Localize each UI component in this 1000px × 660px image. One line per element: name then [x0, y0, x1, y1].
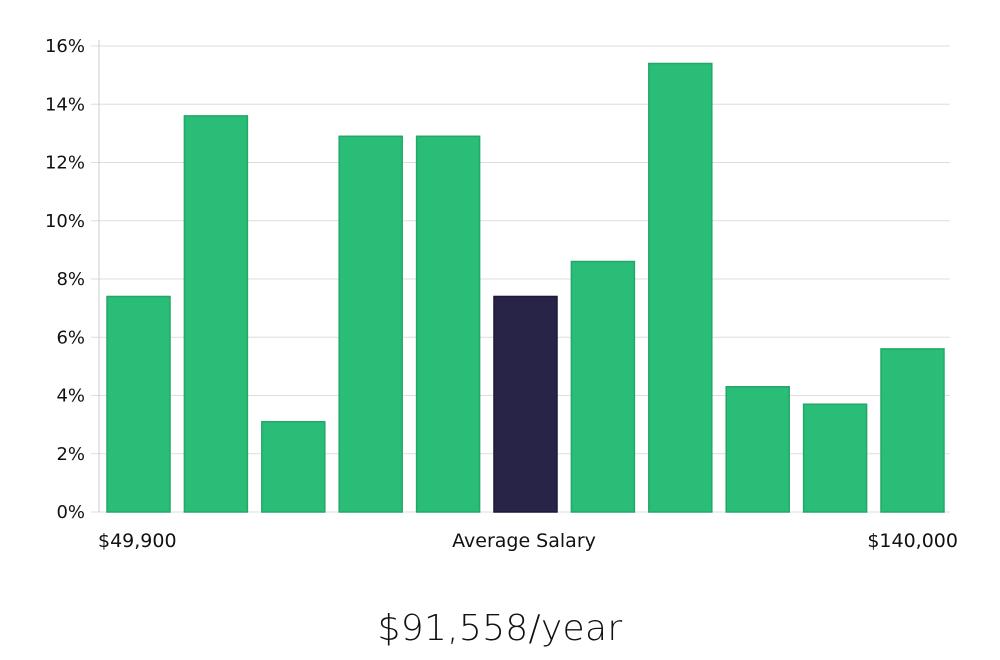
bar [106, 295, 171, 513]
bar [802, 403, 868, 513]
y-tick-label: 16% [45, 36, 85, 57]
bar [880, 348, 945, 513]
bar [183, 115, 249, 513]
bars [106, 62, 945, 513]
bar [725, 386, 790, 513]
x-label-average-salary: Average Salary [452, 530, 596, 552]
bar [261, 420, 326, 513]
y-tick-label: 14% [45, 94, 85, 115]
y-tick-label: 12% [45, 153, 85, 174]
x-label-max: $140,000 [867, 530, 958, 552]
y-tick-label: 2% [56, 444, 85, 465]
x-label-min: $49,900 [98, 530, 177, 552]
y-tick-label: 10% [45, 211, 85, 232]
bar [415, 135, 481, 513]
y-tick-label: 4% [56, 386, 85, 407]
average-salary-value: $91,558/year [377, 608, 623, 649]
salary-histogram-chart: 0% 2% 4% 6% 8% 10% 12% 14% 16% $49,900 Average S… [45, 36, 958, 552]
bar [648, 62, 713, 513]
bar [338, 135, 403, 513]
y-tick-label: 8% [56, 269, 85, 290]
y-tick-label: 6% [56, 327, 85, 348]
bar [570, 260, 636, 513]
y-tick-label: 0% [56, 502, 85, 523]
bar-average-salary [493, 295, 558, 513]
y-axis-ticks: 0% 2% 4% 6% 8% 10% 12% 14% 16% [45, 36, 85, 523]
